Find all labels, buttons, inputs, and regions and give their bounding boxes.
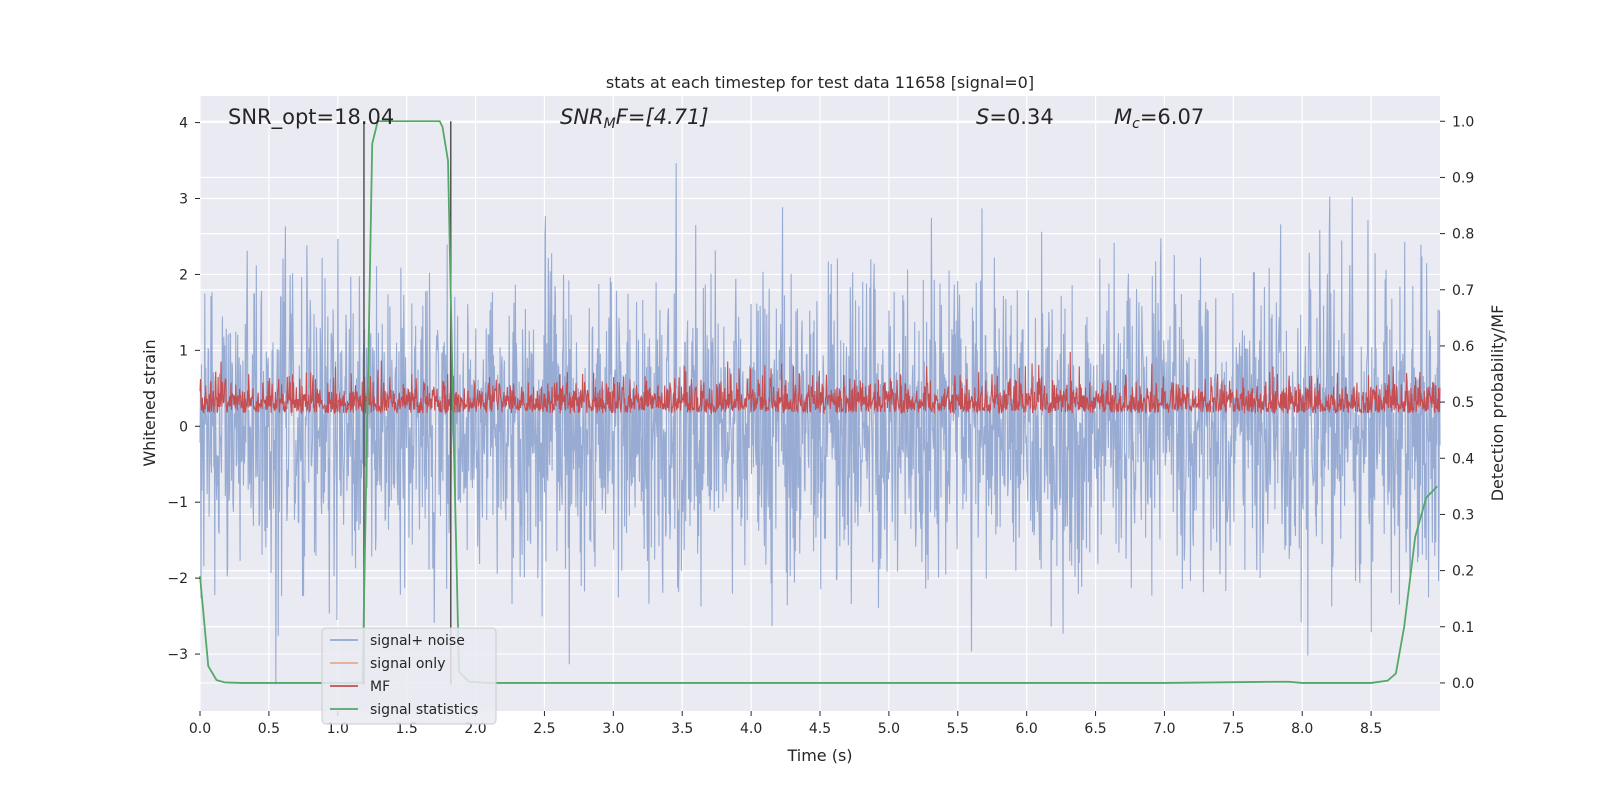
signal-statistics-line — [199, 120, 1438, 684]
y-right-tick-label-5: 0.5 — [1452, 395, 1474, 411]
legend-box — [321, 627, 497, 725]
legend-label-signal-only: signal only — [370, 656, 445, 672]
axis-ticks: 0.0 0.5 1.0 1.5 2.0 2.5 3.0 3.5 4.0 4.5 5.0 5.5 6.0 6… — [167, 114, 1474, 737]
series-signal-statistics — [199, 120, 1438, 684]
chart-title: stats at each timestep for test data 116… — [606, 73, 1034, 92]
x-tick-label-4: 2.0 — [464, 721, 486, 737]
signal-noise-line — [199, 163, 1441, 685]
annotation-snr-mf-main: SNR — [560, 105, 604, 129]
mf-line — [199, 352, 1441, 415]
y-axis-right-label: Detection probability/MF — [1488, 305, 1507, 502]
y-left-tick-label-6: 3 — [179, 192, 188, 208]
y-right-tick-label-4: 0.4 — [1452, 451, 1474, 467]
annotation-mc-main: M — [1114, 105, 1132, 129]
x-tick-label-11: 5.5 — [947, 721, 969, 737]
y-right-tick-label-6: 0.6 — [1452, 339, 1474, 355]
y-right-tick-label-1: 0.1 — [1452, 620, 1474, 636]
x-tick-label-10: 5.0 — [878, 721, 900, 737]
y-left-tick-label-7: 4 — [179, 116, 188, 132]
x-tick-label-7: 3.5 — [671, 721, 693, 737]
x-tick-label-13: 6.5 — [1084, 721, 1106, 737]
annotation-mc-rest: =6.07 — [1140, 105, 1204, 129]
legend-label-signal-statistics: signal statistics — [370, 702, 478, 718]
x-tick-label-5: 2.5 — [533, 721, 555, 737]
x-tick-label-2: 1.0 — [327, 721, 349, 737]
y-right-tick-label-8: 0.8 — [1452, 227, 1474, 243]
y-right-tick-label-10: 1.0 — [1452, 114, 1474, 130]
series-signal-noise — [199, 163, 1441, 685]
annotation-s: S=0.34 — [976, 105, 1054, 129]
annotation-s-rest: =0.34 — [989, 105, 1053, 129]
x-tick-label-3: 1.5 — [396, 721, 418, 737]
x-tick-label-0: 0.0 — [189, 721, 211, 737]
y-right-tick-label-9: 0.9 — [1452, 170, 1474, 186]
y-left-tick-label-2: −1 — [167, 495, 188, 511]
x-tick-label-1: 0.5 — [258, 721, 280, 737]
x-tick-label-17: 8.5 — [1360, 721, 1382, 737]
legend: signal+ noise signal only MF signal stat… — [321, 627, 497, 725]
annotation-snr-mf: SNRMF=[4.71] — [560, 105, 709, 132]
x-axis-label: Time (s) — [786, 746, 852, 765]
y-right-tick-label-7: 0.7 — [1452, 283, 1474, 299]
y-right-tick-label-2: 0.2 — [1452, 564, 1474, 580]
y-right-tick-label-0: 0.0 — [1452, 676, 1474, 692]
y-axis-left-label: Whitened strain — [140, 339, 159, 466]
annotation-snr-mf-sub: M — [604, 116, 616, 132]
y-left-tick-label-0: −3 — [167, 647, 188, 663]
x-tick-label-16: 8.0 — [1291, 721, 1313, 737]
x-tick-label-6: 3.0 — [602, 721, 624, 737]
y-right-tick-label-3: 0.3 — [1452, 507, 1474, 523]
legend-label-signal-noise: signal+ noise — [370, 633, 465, 649]
series-mf — [199, 352, 1441, 415]
legend-label-mf: MF — [370, 679, 390, 695]
y-left-tick-label-5: 2 — [179, 267, 188, 283]
annotation-mc-sub: c — [1132, 116, 1140, 132]
y-left-tick-label-4: 1 — [179, 343, 188, 359]
x-tick-label-9: 4.5 — [809, 721, 831, 737]
y-left-tick-label-3: 0 — [179, 419, 188, 435]
annotation-s-main: S — [976, 105, 989, 129]
x-tick-label-15: 7.5 — [1222, 721, 1244, 737]
annotation-snr-mf-rest: F=[4.71] — [616, 105, 709, 129]
x-tick-label-14: 7.0 — [1153, 721, 1175, 737]
annotation-snr-opt: SNR_opt=18.04 — [228, 105, 394, 130]
y-left-tick-label-1: −2 — [167, 571, 188, 587]
annotation-mc: Mc=6.07 — [1114, 105, 1204, 132]
x-tick-label-12: 6.0 — [1016, 721, 1038, 737]
x-tick-label-8: 4.0 — [740, 721, 762, 737]
